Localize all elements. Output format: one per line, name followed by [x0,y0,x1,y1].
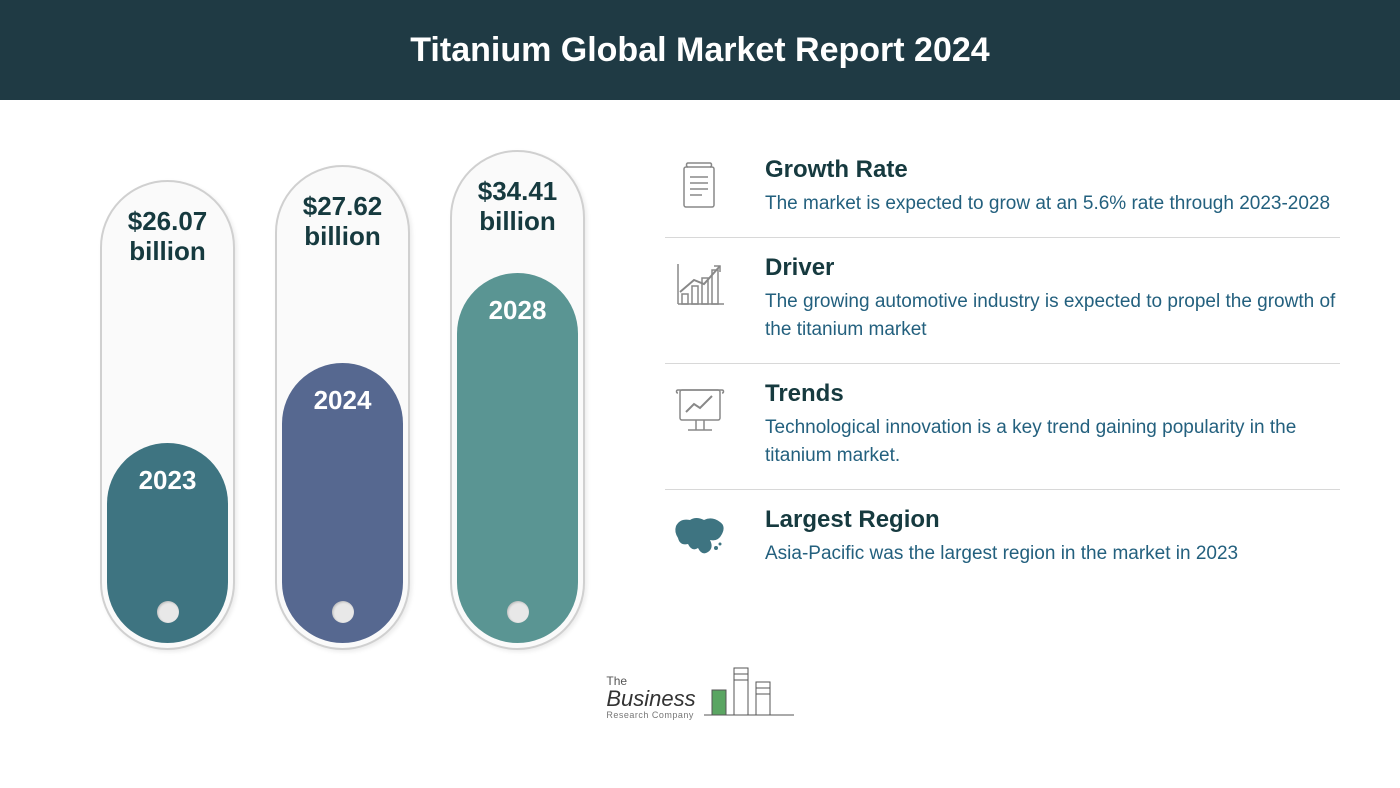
info-row-driver: Driver The growing automotive industry i… [665,238,1340,364]
info-desc: Technological innovation is a key trend … [765,414,1340,471]
info-desc: The market is expected to grow at an 5.6… [765,190,1340,219]
capsule-bar: $27.62 billion 2024 [275,165,410,650]
report-icon [665,156,735,216]
bar-year: 2028 [489,295,547,326]
info-row-region: Largest Region Asia-Pacific was the larg… [665,490,1340,587]
logo-business: Business [606,687,695,710]
info-text: Driver The growing automotive industry i… [765,254,1340,345]
info-row-growth-rate: Growth Rate The market is expected to gr… [665,140,1340,238]
footer-logo: The Business Research Company [0,660,1400,720]
logo-bars-icon [704,660,794,720]
bar-year: 2024 [314,385,372,416]
info-title: Driver [765,254,1340,282]
info-desc: The growing automotive industry is expec… [765,288,1340,345]
bar-fill: 2024 [282,363,403,643]
bar-value-unit: billion [129,236,206,266]
region-icon [665,506,735,566]
bar-value: $27.62 billion [295,192,391,252]
capsule-bar-chart: $26.07 billion 2023 $27.62 billion 2024 … [100,140,585,650]
bar-value-unit: billion [304,221,381,251]
info-title: Largest Region [765,506,1340,534]
brand-logo: The Business Research Company [606,660,793,720]
capsule-bar: $34.41 billion 2028 [450,150,585,650]
bar-value-amount: $27.62 [303,191,383,221]
bar-value-amount: $26.07 [128,206,208,236]
info-panel: Growth Rate The market is expected to gr… [665,140,1340,650]
bar-value: $34.41 billion [470,177,566,237]
capsule-dot-icon [157,601,179,623]
trends-icon [665,380,735,440]
info-text: Growth Rate The market is expected to gr… [765,156,1340,219]
info-title: Growth Rate [765,156,1340,184]
capsule-dot-icon [332,601,354,623]
logo-text: The Business Research Company [606,675,695,720]
info-title: Trends [765,380,1340,408]
page-title: Titanium Global Market Report 2024 [410,31,989,70]
bar-fill: 2028 [457,273,578,643]
info-row-trends: Trends Technological innovation is a key… [665,364,1340,490]
bar-value-amount: $34.41 [478,176,558,206]
bar-year: 2023 [139,465,197,496]
info-text: Trends Technological innovation is a key… [765,380,1340,471]
bar-value: $26.07 billion [120,207,216,267]
main-content: $26.07 billion 2023 $27.62 billion 2024 … [0,100,1400,660]
capsule-bar: $26.07 billion 2023 [100,180,235,650]
info-desc: Asia-Pacific was the largest region in t… [765,540,1340,569]
logo-sub: Research Company [606,711,695,720]
info-text: Largest Region Asia-Pacific was the larg… [765,506,1340,569]
capsule-dot-icon [507,601,529,623]
growth-icon [665,254,735,314]
header-banner: Titanium Global Market Report 2024 [0,0,1400,100]
bar-value-unit: billion [479,206,556,236]
bar-fill: 2023 [107,443,228,643]
